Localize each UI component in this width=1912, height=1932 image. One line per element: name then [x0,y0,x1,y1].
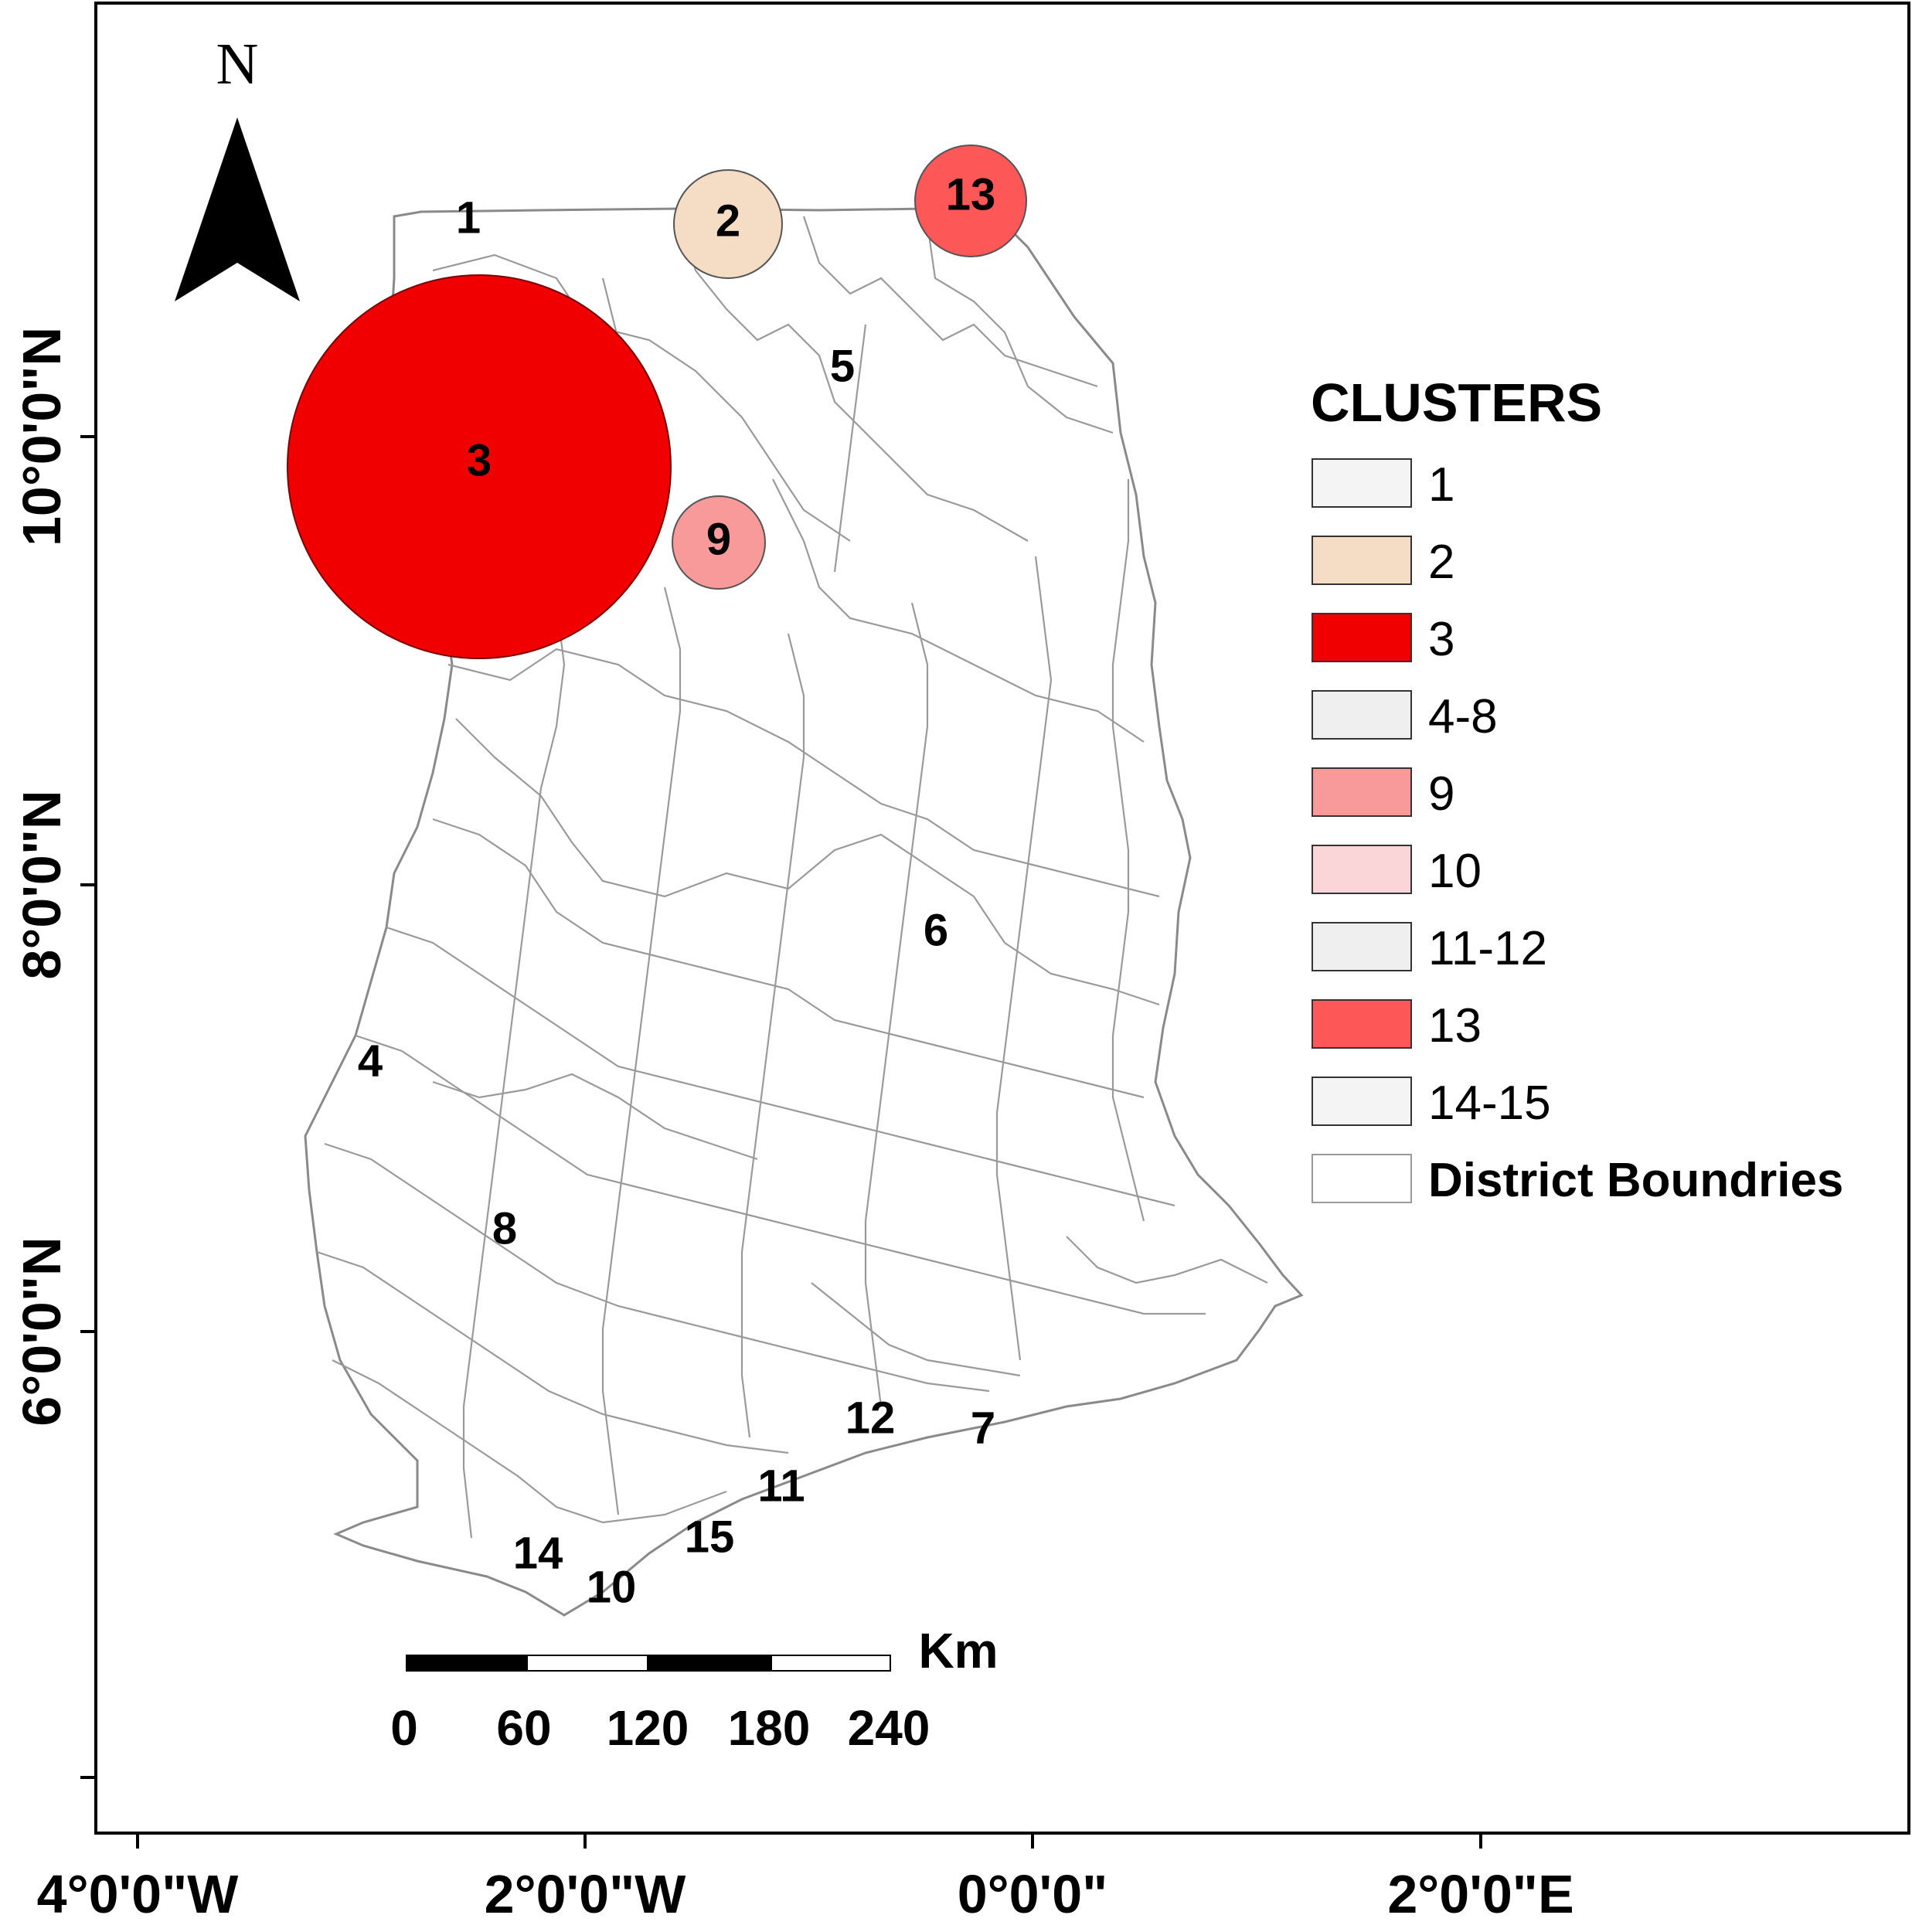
scale-bar-seg-4 [771,1655,891,1672]
legend-swatch-14-15 [1312,1077,1412,1126]
x-tick-label-2e: 2°0'0"E [1387,1864,1573,1924]
legend-item-4-8: 4-8 [1312,690,1498,743]
cluster-label-9: 9 [706,514,731,564]
legend-swatch-13 [1312,999,1412,1049]
scale-bar-unit: Km [918,1623,998,1679]
north-arrow-icon [175,117,300,301]
legend-item-3: 3 [1312,613,1454,666]
legend-item-district-boundaries: District Boundries [1312,1154,1843,1207]
legend-label-11-12: 11-12 [1428,922,1547,975]
legend-item-2: 2 [1312,536,1454,589]
cluster-label-4: 4 [358,1036,383,1086]
cluster-label-12: 12 [845,1393,896,1443]
legend-item-9: 9 [1312,767,1454,821]
legend-label-2: 2 [1428,536,1454,589]
x-tick-label-0: 0°0'0" [958,1864,1108,1924]
legend-item-11-12: 11-12 [1312,922,1547,975]
legend-item-14-15: 14-15 [1312,1077,1551,1130]
legend-item-13: 13 [1312,999,1482,1053]
legend-title: CLUSTERS [1311,372,1602,433]
scale-bar-tick-240: 240 [848,1700,930,1756]
legend-label-10: 10 [1428,845,1482,898]
scale-bar-tick-180: 180 [728,1700,811,1756]
scale-bar-seg-1 [406,1655,528,1672]
legend-swatch-9 [1312,767,1412,817]
legend-label-13: 13 [1428,999,1482,1053]
legend-label-district-boundaries: District Boundries [1428,1154,1843,1207]
x-axis-ticks [136,1833,1482,1849]
legend-label-3: 3 [1428,613,1454,666]
legend-label-14-15: 14-15 [1428,1077,1551,1130]
cluster-label-2: 2 [716,196,740,246]
scale-bar-tick-60: 60 [496,1700,551,1756]
cluster-3-circle [287,274,672,659]
legend-item-10: 10 [1312,845,1482,898]
cluster-label-1: 1 [456,192,481,243]
y-axis-ticks [80,435,96,1779]
scale-bar-seg-3 [647,1655,772,1672]
legend-label-1: 1 [1428,458,1454,512]
scale-bar-tick-120: 120 [607,1700,689,1756]
cluster-label-10: 10 [587,1562,637,1612]
scale-bar: Km 0 60 120 180 240 [390,1623,998,1756]
cluster-label-3: 3 [467,435,492,485]
cluster-9-circle [672,495,766,590]
legend-label-9: 9 [1428,767,1454,821]
cluster-13-circle [914,145,1027,257]
legend-swatch-3 [1312,613,1412,662]
cluster-label-11: 11 [757,1461,805,1511]
cluster-circles [287,145,1027,659]
legend-swatch-1 [1312,458,1412,508]
cluster-label-15: 15 [685,1512,735,1562]
cluster-label-14: 14 [513,1528,563,1578]
north-label: N [216,32,259,97]
cluster-label-5: 5 [830,341,855,391]
cluster-label-6: 6 [924,905,948,955]
cluster-labels: 1 2 3 4 5 6 7 8 9 10 11 12 13 14 15 [358,169,995,1612]
scale-bar-tick-0: 0 [390,1700,418,1756]
legend: CLUSTERS 1 2 3 4-8 9 10 11-12 [1311,372,1843,1207]
y-tick-label-10n: 10°0'0"N [12,327,72,546]
legend-swatch-4-8 [1312,690,1412,740]
cluster-2-circle [673,169,783,279]
x-tick-label-4w: 4°0'0"W [37,1864,239,1924]
legend-swatch-district-boundaries [1312,1154,1412,1203]
district-boundaries [316,216,1268,1539]
cluster-label-13: 13 [946,169,996,219]
legend-item-1: 1 [1312,458,1454,512]
y-tick-label-6n: 6°0'0"N [12,1236,72,1426]
legend-swatch-10 [1312,845,1412,894]
x-tick-label-2w: 2°0'0"W [485,1864,686,1924]
legend-swatch-11-12 [1312,922,1412,971]
legend-label-4-8: 4-8 [1428,690,1498,743]
cluster-label-7: 7 [971,1403,995,1453]
north-arrow: N [175,32,300,301]
scale-bar-seg-2 [526,1655,648,1672]
legend-swatch-2 [1312,536,1412,585]
cluster-label-8: 8 [492,1203,517,1253]
y-tick-label-8n: 8°0'0"N [12,790,72,979]
